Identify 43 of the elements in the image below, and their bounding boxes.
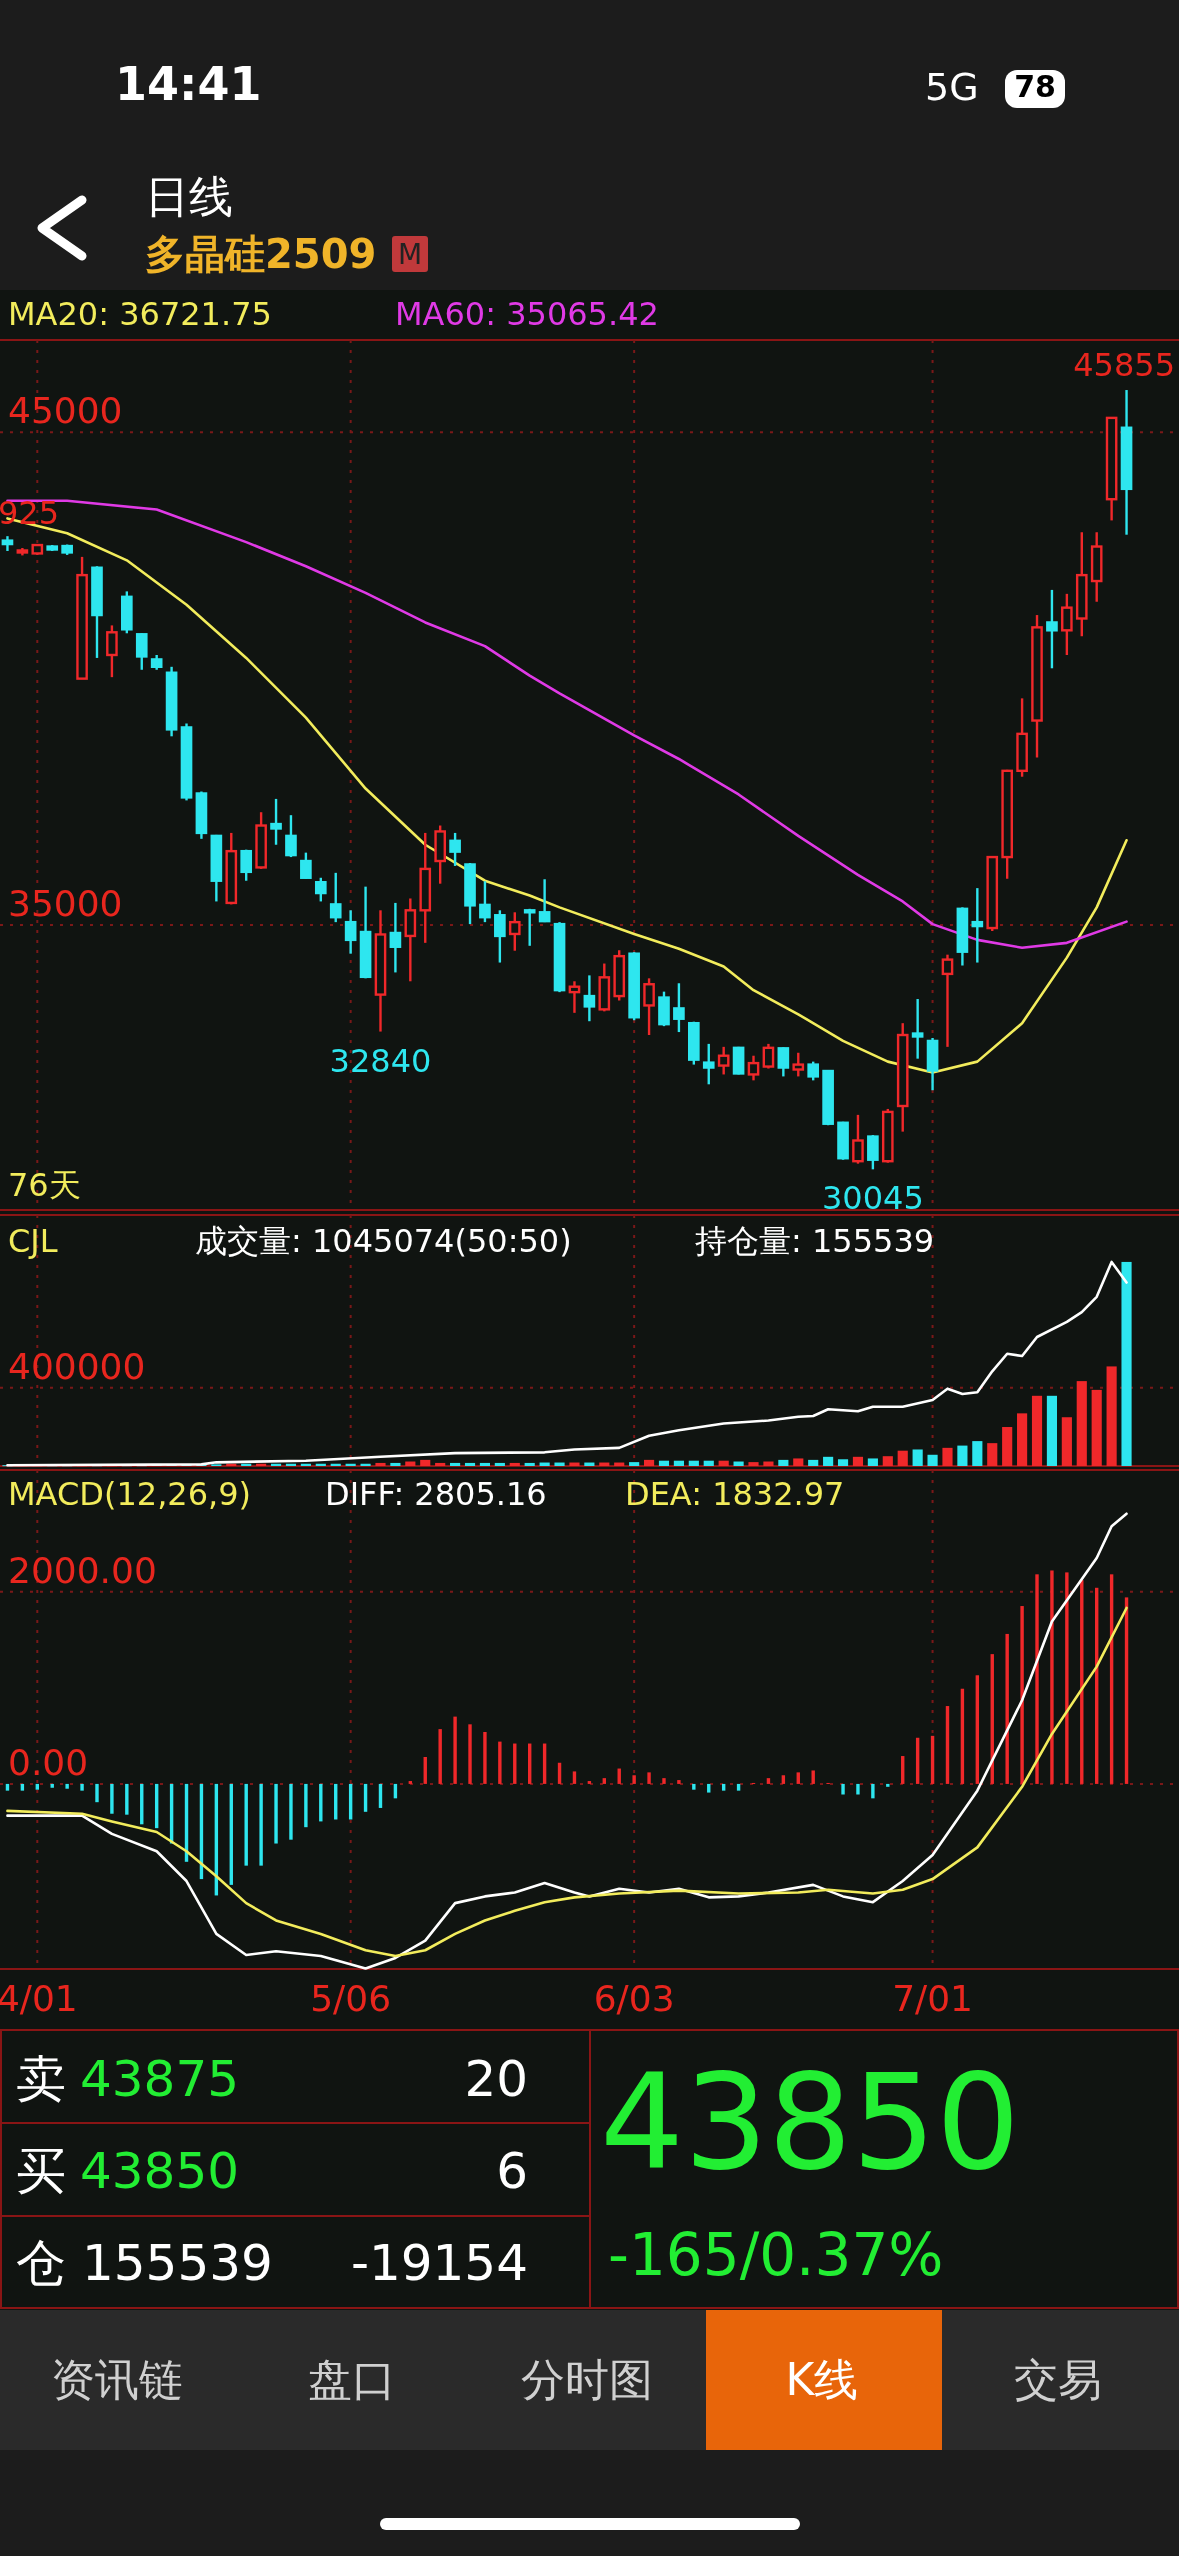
annotation: 925 bbox=[0, 494, 60, 532]
y-tick-label: 35000 bbox=[8, 883, 123, 925]
y-tick-label: 2000.00 bbox=[8, 1549, 157, 1591]
text: 5G bbox=[925, 65, 979, 109]
x-tick-label: 6/03 bbox=[593, 1978, 675, 2019]
text: 43850 bbox=[600, 2045, 1020, 2199]
x-tick-label: 7/01 bbox=[892, 1978, 973, 2019]
text: M bbox=[397, 238, 423, 271]
text: DIFF: 2805.16 bbox=[325, 1475, 547, 1513]
text: 持仓量: 155539 bbox=[695, 1222, 935, 1260]
text: 资讯链 bbox=[51, 2354, 183, 2405]
text: DEA: 1832.97 bbox=[625, 1475, 845, 1513]
text: 14:41 bbox=[115, 57, 262, 111]
text: 43875 bbox=[80, 2050, 240, 2108]
annotation: 76天 bbox=[8, 1166, 81, 1204]
text: 成交量: 1045074(50:50) bbox=[195, 1222, 572, 1260]
text: 盘口 bbox=[308, 2354, 396, 2405]
annotation: 32840 bbox=[329, 1041, 432, 1080]
text: MA60: 35065.42 bbox=[395, 295, 659, 333]
text: 交易 bbox=[1014, 2354, 1102, 2405]
text: 78 bbox=[1014, 69, 1056, 104]
y-tick-label: 0.00 bbox=[8, 1741, 89, 1783]
chart-subtitle: 多晶硅2509 bbox=[145, 231, 377, 277]
text: 分时图 bbox=[521, 2354, 653, 2405]
text: -19154 bbox=[350, 2234, 528, 2292]
text: 155539 bbox=[82, 2234, 273, 2292]
x-tick-label: 5/06 bbox=[310, 1978, 392, 2019]
text: 20 bbox=[464, 2050, 528, 2108]
chart-title: CJL bbox=[8, 1222, 58, 1260]
chart-title: MACD(12,26,9) bbox=[8, 1475, 252, 1513]
text: 仓 bbox=[16, 2234, 66, 2292]
text: 买 bbox=[16, 2142, 66, 2200]
annotation: 30045 bbox=[821, 1179, 924, 1218]
chart-title: 日线 bbox=[145, 171, 233, 222]
text: MA20: 36721.75 bbox=[8, 295, 272, 333]
text: K线 bbox=[785, 2354, 859, 2405]
annotation: 45855 bbox=[1073, 346, 1175, 384]
annotation: 400000 bbox=[8, 1346, 146, 1387]
y-tick-label: 45000 bbox=[8, 390, 123, 432]
text: 43850 bbox=[80, 2142, 240, 2200]
text: -165/0.37% bbox=[608, 2221, 944, 2289]
text: 6 bbox=[496, 2142, 528, 2200]
text: 卖 bbox=[16, 2050, 66, 2108]
